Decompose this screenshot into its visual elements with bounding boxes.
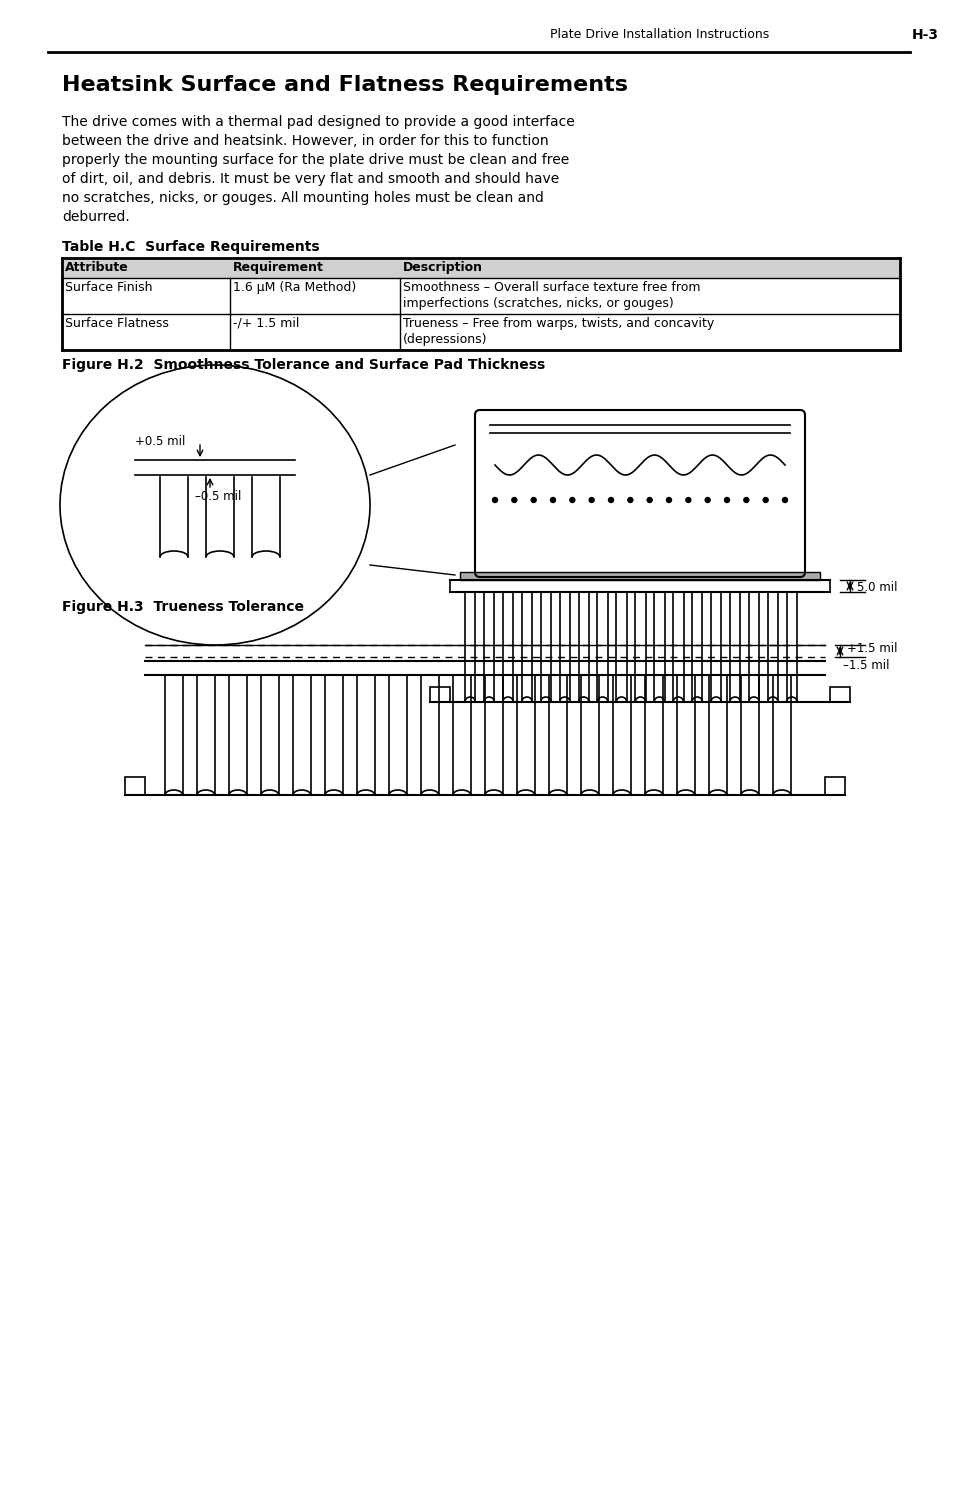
Text: Trueness – Free from warps, twists, and concavity: Trueness – Free from warps, twists, and … (402, 317, 714, 330)
Text: Figure H.2  Smoothness Tolerance and Surface Pad Thickness: Figure H.2 Smoothness Tolerance and Surf… (62, 358, 545, 372)
Text: of dirt, oil, and debris. It must be very flat and smooth and should have: of dirt, oil, and debris. It must be ver… (62, 172, 558, 186)
Circle shape (666, 498, 671, 503)
Circle shape (550, 498, 555, 503)
Text: between the drive and heatsink. However, in order for this to function: between the drive and heatsink. However,… (62, 134, 548, 149)
Bar (450, 580, 829, 592)
Text: Surface Flatness: Surface Flatness (65, 317, 169, 330)
Text: 5.0 mil: 5.0 mil (856, 581, 897, 593)
Circle shape (646, 498, 652, 503)
Text: Heatsink Surface and Flatness Requirements: Heatsink Surface and Flatness Requiremen… (62, 74, 627, 95)
Circle shape (743, 498, 748, 503)
Text: +1.5 mil: +1.5 mil (846, 642, 897, 654)
Text: Table H.C  Surface Requirements: Table H.C Surface Requirements (62, 239, 319, 254)
Circle shape (569, 498, 575, 503)
Text: Requirement: Requirement (233, 262, 323, 274)
Circle shape (531, 498, 536, 503)
Text: Attribute: Attribute (65, 262, 129, 274)
Text: properly the mounting surface for the plate drive must be clean and free: properly the mounting surface for the pl… (62, 153, 569, 167)
Circle shape (608, 498, 613, 503)
Text: 1.6 μM (Ra Method): 1.6 μM (Ra Method) (233, 281, 355, 294)
Bar (824, 778, 844, 796)
Text: no scratches, nicks, or gouges. All mounting holes must be clean and: no scratches, nicks, or gouges. All moun… (62, 190, 543, 205)
Circle shape (512, 498, 517, 503)
Circle shape (781, 498, 786, 503)
Text: Surface Finish: Surface Finish (65, 281, 152, 294)
Text: (depressions): (depressions) (402, 333, 487, 346)
Text: Description: Description (402, 262, 482, 274)
Circle shape (704, 498, 709, 503)
Circle shape (627, 498, 632, 503)
Text: deburred.: deburred. (62, 210, 130, 225)
Text: Plate Drive Installation Instructions: Plate Drive Installation Instructions (550, 28, 768, 42)
Text: +0.5 mil: +0.5 mil (135, 436, 185, 448)
Circle shape (685, 498, 690, 503)
Bar (62, 259, 899, 278)
Bar (459, 572, 820, 580)
Text: The drive comes with a thermal pad designed to provide a good interface: The drive comes with a thermal pad desig… (62, 114, 574, 129)
Circle shape (762, 498, 767, 503)
Text: Smoothness – Overall surface texture free from: Smoothness – Overall surface texture fre… (402, 281, 700, 294)
Text: H-3: H-3 (911, 28, 938, 42)
Text: Figure H.3  Trueness Tolerance: Figure H.3 Trueness Tolerance (62, 599, 304, 614)
Text: –1.5 mil: –1.5 mil (842, 659, 888, 672)
Text: -/+ 1.5 mil: -/+ 1.5 mil (233, 317, 299, 330)
Circle shape (492, 498, 497, 503)
Circle shape (589, 498, 594, 503)
Bar (125, 778, 145, 796)
Circle shape (723, 498, 729, 503)
Bar (829, 687, 849, 702)
Text: imperfections (scratches, nicks, or gouges): imperfections (scratches, nicks, or goug… (402, 297, 673, 309)
Text: –0.5 mil: –0.5 mil (194, 491, 241, 503)
Bar (430, 687, 450, 702)
